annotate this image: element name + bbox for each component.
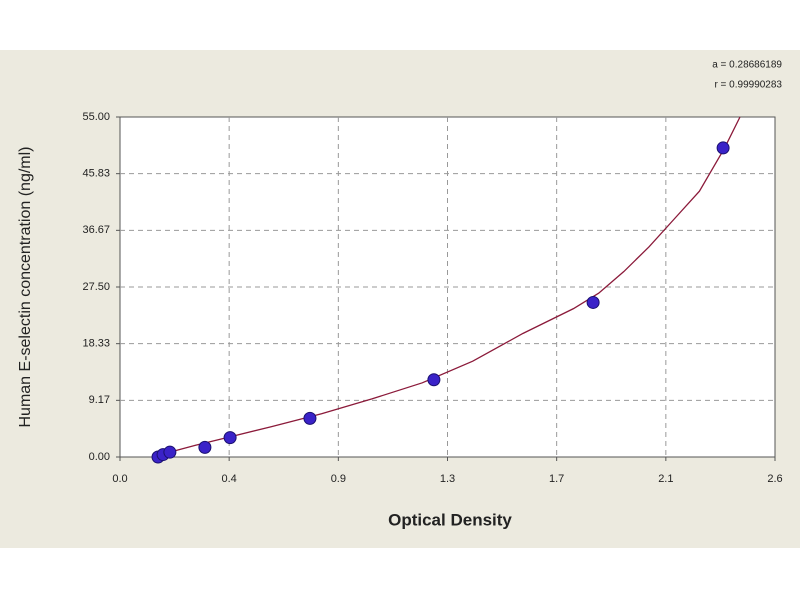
- y-tick-label: 27.50: [82, 281, 110, 293]
- x-tick-label: 0.4: [222, 473, 237, 485]
- point: [303, 411, 317, 425]
- x-axis-label: Optical Density: [388, 510, 512, 529]
- y-tick-label: 45.83: [82, 168, 110, 180]
- point: [427, 373, 441, 387]
- x-tick-label: 2.6: [767, 473, 782, 485]
- y-tick-label: 55.00: [82, 111, 110, 123]
- x-tick-label: 1.7: [549, 473, 564, 485]
- point: [223, 431, 237, 445]
- x-tick-label: 0.0: [112, 473, 127, 485]
- point: [586, 295, 600, 309]
- y-tick-label: 0.00: [89, 451, 110, 463]
- annotation: a = 0.28686189: [712, 60, 782, 71]
- fit-curve: [155, 116, 741, 458]
- y-tick-label: 18.33: [82, 338, 110, 350]
- y-tick-label: 9.17: [89, 394, 110, 406]
- y-tick-label: 36.67: [82, 224, 110, 236]
- x-tick-label: 0.9: [331, 473, 346, 485]
- annotation: r = 0.99990283: [714, 80, 782, 91]
- point: [198, 440, 212, 454]
- x-tick-label: 2.1: [658, 473, 673, 485]
- point: [163, 445, 177, 459]
- x-tick-label: 1.3: [440, 473, 455, 485]
- y-axis-label: Human E-selectin concentration (ng/ml): [17, 146, 34, 427]
- point: [716, 141, 730, 155]
